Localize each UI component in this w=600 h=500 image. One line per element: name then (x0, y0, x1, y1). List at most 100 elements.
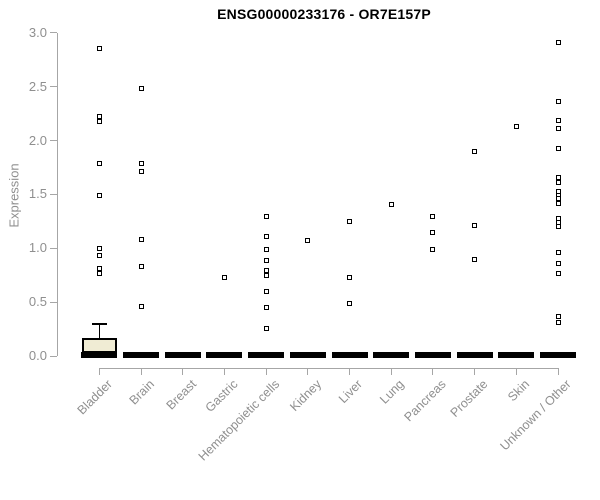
collapsed-box-dash (248, 352, 285, 358)
x-tick (265, 368, 267, 375)
x-tick (307, 368, 309, 375)
y-tick (50, 247, 57, 249)
box-plot (81, 337, 117, 353)
y-tick-label: 2.0 (28, 132, 47, 148)
collapsed-box-dash (331, 352, 368, 358)
box-whisker-cap (91, 322, 107, 325)
x-tick (557, 368, 559, 375)
data-point (263, 257, 269, 263)
data-point (263, 246, 269, 252)
data-point (263, 325, 269, 331)
x-tick-label: Lung (377, 377, 408, 407)
chart-title: ENSG00000233176 - OR7E157P (217, 6, 431, 22)
data-point (555, 250, 561, 256)
collapsed-box-dash (81, 352, 118, 358)
x-tick (390, 368, 392, 375)
data-point (555, 180, 561, 186)
y-tick (50, 140, 57, 142)
x-tick-label: Skin (505, 377, 533, 405)
data-point (263, 305, 269, 311)
x-tick-label: Bladder (74, 377, 116, 418)
y-tick-label: 0.0 (28, 348, 47, 363)
data-point (347, 218, 352, 224)
y-tick-label: 2.5 (28, 78, 47, 94)
x-tick (223, 368, 225, 375)
data-point (96, 118, 102, 124)
x-tick-label: Brain (126, 377, 157, 408)
data-point (472, 223, 478, 229)
data-point (96, 193, 102, 199)
x-tick-label: Liver (336, 377, 366, 407)
data-point (347, 274, 352, 280)
data-point (555, 117, 561, 123)
data-point (96, 253, 102, 259)
collapsed-box-dash (373, 352, 410, 358)
data-point (555, 260, 561, 266)
data-point (138, 264, 144, 270)
data-point (96, 45, 102, 51)
x-tick (515, 368, 517, 375)
x-tick-label: Hematopoietic cells (195, 377, 283, 464)
data-point (305, 238, 311, 244)
y-tick (50, 301, 57, 303)
collapsed-box-dash (498, 352, 535, 358)
x-tick-label: Prostate (447, 377, 491, 420)
data-point (138, 86, 144, 92)
collapsed-box-dash (206, 352, 243, 358)
y-tick-label: 3.0 (28, 24, 47, 40)
data-point (96, 245, 102, 251)
data-point (138, 160, 144, 166)
y-tick-label: 1.0 (28, 240, 47, 256)
data-point (138, 303, 144, 309)
x-axis-line (99, 368, 559, 369)
y-axis-line (57, 33, 58, 356)
data-point (263, 288, 269, 294)
x-tick-label: Breast (163, 377, 199, 413)
data-point (555, 145, 561, 151)
x-tick (140, 368, 142, 375)
x-tick-label: Pancreas (401, 377, 449, 425)
data-point (347, 300, 352, 306)
collapsed-box-dash (289, 352, 326, 358)
y-tick-label: 0.5 (28, 294, 47, 310)
x-tick (349, 368, 350, 375)
collapsed-box-dash (164, 352, 201, 358)
data-point (555, 313, 561, 319)
data-point (138, 237, 144, 243)
data-point (221, 274, 227, 280)
data-point (555, 270, 561, 276)
y-tick (50, 32, 57, 34)
data-point (513, 124, 519, 130)
y-tick (50, 86, 57, 88)
x-tick (182, 368, 184, 375)
x-tick-label: Kidney (286, 377, 324, 414)
data-point (472, 148, 478, 154)
collapsed-box-dash (456, 352, 493, 358)
data-point (263, 233, 269, 239)
data-point (472, 256, 478, 262)
data-point (430, 229, 436, 235)
data-point (430, 246, 436, 252)
data-point (263, 272, 269, 278)
data-point (263, 213, 269, 219)
data-point (555, 224, 561, 230)
x-tick-label: Gastric (202, 377, 241, 415)
data-point (555, 174, 561, 180)
data-point (388, 201, 394, 207)
data-point (555, 126, 561, 132)
data-point (430, 213, 436, 219)
collapsed-box-dash (414, 352, 451, 358)
x-tick (432, 368, 434, 375)
collapsed-box-dash (540, 352, 576, 358)
data-point (555, 200, 561, 206)
y-tick (50, 355, 57, 357)
data-point (555, 99, 561, 105)
y-tick-label: 1.5 (28, 186, 47, 202)
x-tick (474, 368, 476, 375)
data-point (96, 270, 102, 276)
data-point (138, 169, 144, 175)
y-tick (50, 193, 57, 195)
x-tick (98, 368, 100, 375)
data-point (555, 40, 561, 46)
